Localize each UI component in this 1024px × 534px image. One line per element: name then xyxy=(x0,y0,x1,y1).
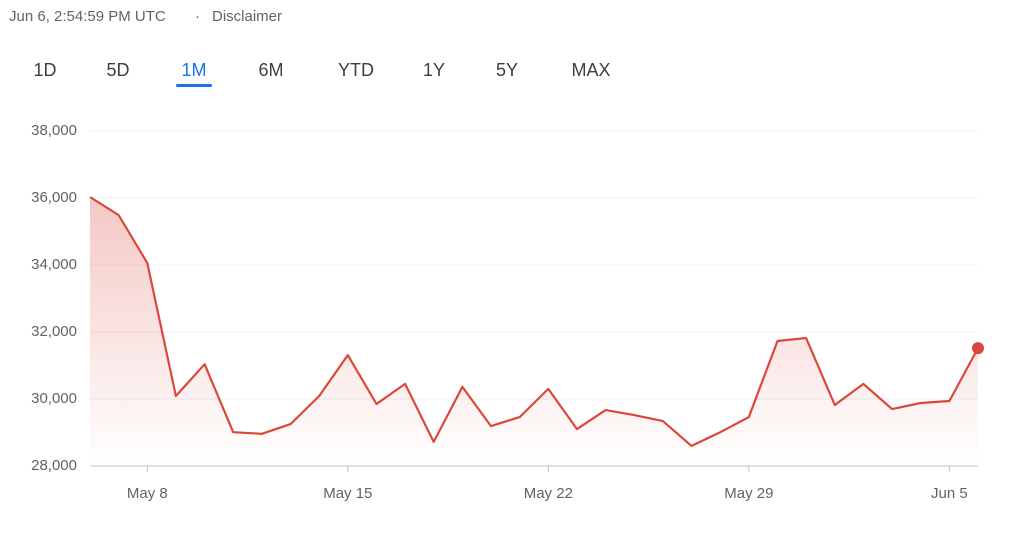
x-tick-label: May 22 xyxy=(524,485,573,502)
y-tick-label: 30,000 xyxy=(31,390,77,407)
tab-underline xyxy=(176,84,212,87)
y-tick-label: 34,000 xyxy=(31,256,77,273)
range-tab[interactable]: 5D xyxy=(106,60,129,80)
range-tab[interactable]: 1Y xyxy=(423,60,445,80)
disclaimer-link[interactable]: Disclaimer xyxy=(212,8,282,25)
range-tab[interactable]: 6M xyxy=(258,60,283,80)
y-tick-label: 36,000 xyxy=(31,189,77,206)
range-tab[interactable]: 1M xyxy=(181,60,206,80)
y-tick-label: 28,000 xyxy=(31,457,77,474)
x-tick-label: May 29 xyxy=(724,485,773,502)
range-tab[interactable]: 1D xyxy=(33,60,56,80)
range-tab[interactable]: MAX xyxy=(571,60,610,80)
x-tick-label: May 8 xyxy=(127,485,168,502)
timestamp: Jun 6, 2:54:59 PM UTC xyxy=(9,8,166,25)
range-tab[interactable]: YTD xyxy=(338,60,374,80)
separator: · xyxy=(195,8,200,25)
x-tick-label: May 15 xyxy=(323,485,372,502)
y-tick-label: 38,000 xyxy=(31,122,77,139)
price-line xyxy=(89,196,979,447)
x-tick-label: Jun 5 xyxy=(931,485,968,502)
y-tick-label: 32,000 xyxy=(31,323,77,340)
range-tab[interactable]: 5Y xyxy=(496,60,518,80)
last-point xyxy=(972,342,984,355)
